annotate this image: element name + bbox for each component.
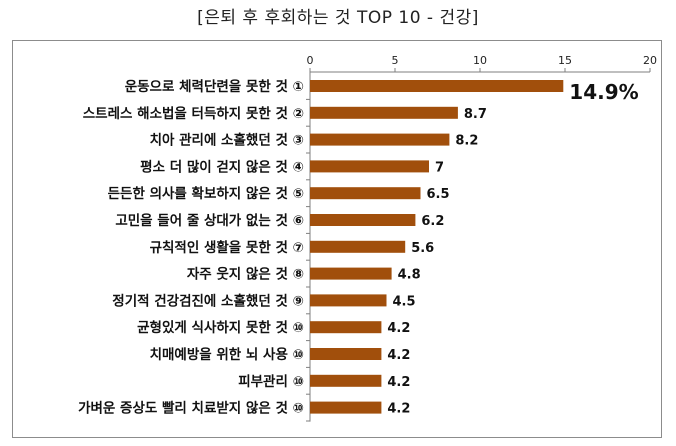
bar-2 xyxy=(310,133,450,146)
bar-7 xyxy=(310,267,392,280)
value-label-9: 4.2 xyxy=(387,321,410,336)
bar-5 xyxy=(310,214,416,226)
bar-6 xyxy=(310,240,406,253)
value-label-7: 4.8 xyxy=(398,268,421,283)
bar-8 xyxy=(310,294,387,307)
value-label-1: 8.7 xyxy=(464,107,487,122)
value-label-3: 7 xyxy=(435,160,444,175)
bar-10 xyxy=(310,348,382,360)
bar-1 xyxy=(310,106,458,119)
bar-9 xyxy=(310,321,382,334)
bar-0 xyxy=(310,80,564,92)
category-label-7: 자주 웃지 않은 것 ⑧ xyxy=(187,266,304,283)
x-tick-label-4: 20 xyxy=(643,54,657,67)
bar-12 xyxy=(310,401,382,414)
category-label-4: 든든한 의사를 확보하지 않은 것 ⑤ xyxy=(108,185,304,202)
bar-4 xyxy=(310,187,421,200)
x-tick-label-1: 5 xyxy=(392,54,399,67)
category-label-1: 스트레스 해소법을 터득하지 못한 것 ② xyxy=(83,105,304,122)
category-label-10: 치매예방을 위한 뇌 사용 ⑩ xyxy=(150,346,304,363)
value-label-11: 4.2 xyxy=(387,375,410,390)
value-label-4: 6.5 xyxy=(427,187,450,202)
bar-3 xyxy=(310,160,429,173)
category-label-0: 운동으로 체력단련을 못한 것 ① xyxy=(125,78,304,95)
x-tick-label-0: 0 xyxy=(307,54,314,67)
x-tick-label-3: 15 xyxy=(558,54,572,67)
value-label-8: 4.5 xyxy=(393,294,416,309)
x-tick-label-2: 10 xyxy=(473,54,487,67)
bar-11 xyxy=(310,374,382,387)
value-label-10: 4.2 xyxy=(387,348,410,363)
category-label-2: 치아 관리에 소홀했던 것 ③ xyxy=(150,132,304,149)
value-label-12: 4.2 xyxy=(387,402,410,417)
category-label-11: 피부관리 ⑩ xyxy=(238,373,304,390)
category-label-3: 평소 더 많이 걷지 않은 것 ④ xyxy=(140,158,304,175)
value-label-5: 6.2 xyxy=(421,214,444,229)
chart-panel xyxy=(12,40,662,438)
chart-title: [은퇴 후 후회하는 것 TOP 10 - 건강] xyxy=(197,8,479,28)
category-label-12: 가벼운 증상도 빨리 치료받지 않은 것 ⑩ xyxy=(78,400,304,417)
category-label-5: 고민을 들어 줄 상대가 없는 것 ⑥ xyxy=(115,212,304,229)
value-label-2: 8.2 xyxy=(455,134,478,149)
value-label-0: 14.9% xyxy=(569,80,638,104)
category-label-6: 규칙적인 생활을 못한 것 ⑦ xyxy=(150,239,304,256)
category-label-9: 균형있게 식사하지 못한 것 ⑩ xyxy=(137,319,304,336)
value-label-6: 5.6 xyxy=(411,241,434,256)
category-label-8: 정기적 건강검진에 소홀했던 것 ⑨ xyxy=(112,292,304,309)
